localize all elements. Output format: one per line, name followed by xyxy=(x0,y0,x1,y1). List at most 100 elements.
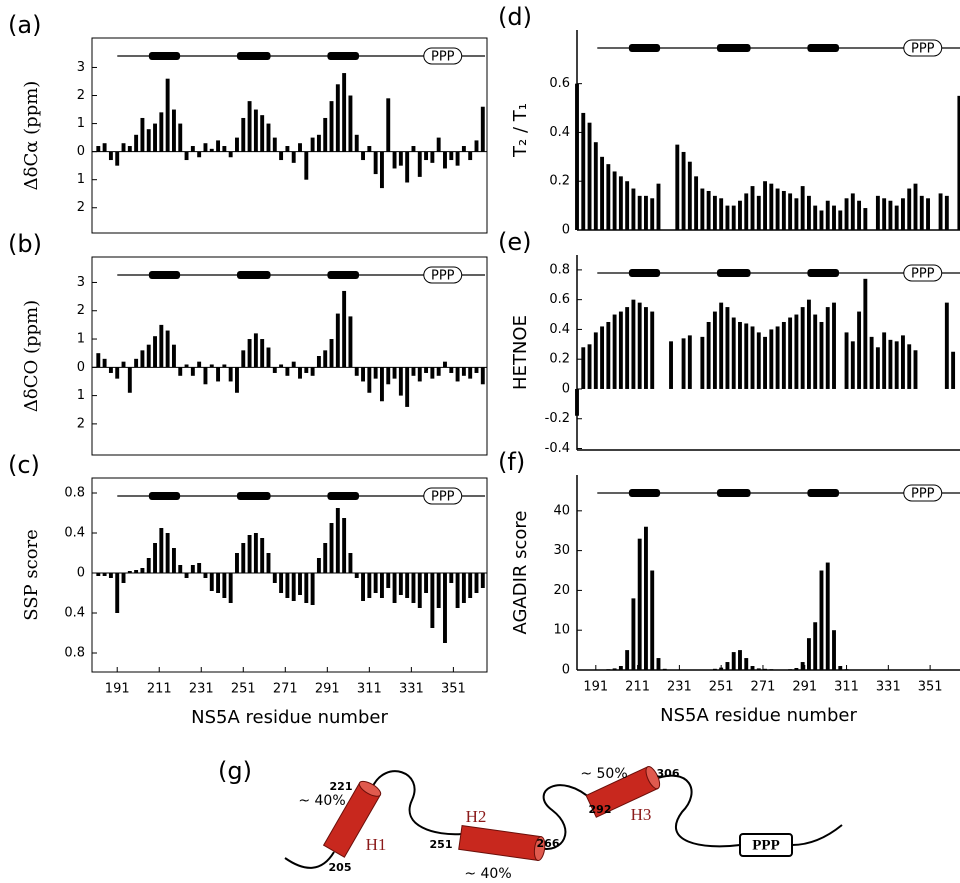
topology-helix xyxy=(807,489,840,497)
bar xyxy=(706,321,711,389)
bar xyxy=(443,361,447,368)
x-tick-label: 211 xyxy=(147,682,172,697)
topology-helix xyxy=(716,269,751,277)
panel: (e) HETNOE 0.8 0.6 0.4 0.2 0 -0.2 -0.4 PPP xyxy=(498,228,960,456)
bar xyxy=(253,333,258,368)
bar xyxy=(731,205,736,230)
bar xyxy=(712,195,717,230)
bar xyxy=(882,332,887,389)
bar xyxy=(951,351,956,389)
bar xyxy=(593,142,598,230)
bar xyxy=(436,367,441,376)
helix-h3 xyxy=(585,766,661,818)
bar xyxy=(108,573,113,578)
x-tick-label: 351 xyxy=(918,680,943,695)
panel-letter: (c) xyxy=(8,451,40,479)
bar xyxy=(121,361,126,368)
bar xyxy=(913,183,918,230)
bar xyxy=(694,176,699,230)
y-tick-label: 1 xyxy=(77,388,85,403)
bar xyxy=(235,367,239,393)
bar xyxy=(769,329,774,389)
bar xyxy=(819,321,824,389)
bar xyxy=(650,570,655,670)
bar xyxy=(606,321,611,389)
bar xyxy=(480,367,485,385)
bar xyxy=(888,200,893,230)
topology-ppp xyxy=(423,487,463,505)
bar xyxy=(298,143,302,152)
bar xyxy=(203,573,208,578)
bar xyxy=(209,573,214,591)
bar xyxy=(800,186,805,230)
bar xyxy=(216,573,221,593)
x-tick-label: 231 xyxy=(189,682,214,697)
bar xyxy=(763,336,767,389)
bar xyxy=(738,200,742,230)
bar xyxy=(461,146,466,152)
bar xyxy=(775,188,780,230)
bar xyxy=(272,137,277,152)
y-tick-label: 0.8 xyxy=(549,262,570,277)
bar xyxy=(96,353,101,368)
bar xyxy=(310,573,315,605)
bar xyxy=(279,364,284,368)
bar xyxy=(115,151,120,166)
bar xyxy=(712,311,717,389)
bar xyxy=(468,367,473,379)
percent-label: ~ 40% xyxy=(298,793,345,809)
bar xyxy=(165,533,170,573)
y-tick-label: 2 xyxy=(77,303,85,318)
bar xyxy=(700,188,705,230)
bar xyxy=(354,134,359,152)
bar xyxy=(944,195,949,230)
bar xyxy=(260,538,265,573)
bar xyxy=(449,573,454,583)
x-axis-label: NS5A residue number xyxy=(191,707,388,728)
bar xyxy=(272,367,277,373)
x-tick-label: 311 xyxy=(357,682,382,697)
bar xyxy=(285,146,290,152)
helix-label: H2 xyxy=(466,807,487,826)
bar xyxy=(750,186,755,230)
bar xyxy=(888,339,893,389)
bar xyxy=(857,311,862,389)
topology-helix xyxy=(148,52,181,60)
bar xyxy=(241,117,246,152)
bar xyxy=(593,332,598,389)
bar xyxy=(424,367,429,373)
bar xyxy=(719,667,724,670)
helix-label: H1 xyxy=(366,835,387,854)
bar xyxy=(228,367,233,382)
bar xyxy=(907,188,912,230)
bar xyxy=(794,314,799,389)
x-tick-label: 191 xyxy=(105,682,130,697)
bar xyxy=(279,151,284,161)
bar xyxy=(625,181,630,230)
bar xyxy=(153,123,157,152)
bar xyxy=(687,161,692,230)
topology-helix xyxy=(628,44,661,52)
bar xyxy=(373,573,378,593)
y-axis-label: T₂ / T₁ xyxy=(510,103,531,158)
bar xyxy=(411,573,416,603)
bar xyxy=(304,573,309,603)
bar xyxy=(468,573,473,598)
bar xyxy=(606,164,611,230)
bar xyxy=(392,151,397,169)
bar xyxy=(794,198,799,230)
bar xyxy=(863,278,868,389)
bar xyxy=(405,367,410,407)
topology-helix xyxy=(327,52,360,60)
bar xyxy=(361,573,365,601)
plot-frame xyxy=(91,37,488,234)
bar xyxy=(731,652,736,670)
bar xyxy=(159,324,164,368)
bar xyxy=(662,668,667,670)
y-tick-label: 0.6 xyxy=(549,292,570,307)
topology-ppp-label: PPP xyxy=(911,267,935,282)
bar xyxy=(844,198,849,230)
y-tick-label: 3 xyxy=(77,60,85,75)
bar xyxy=(850,341,855,389)
bar xyxy=(96,573,101,576)
